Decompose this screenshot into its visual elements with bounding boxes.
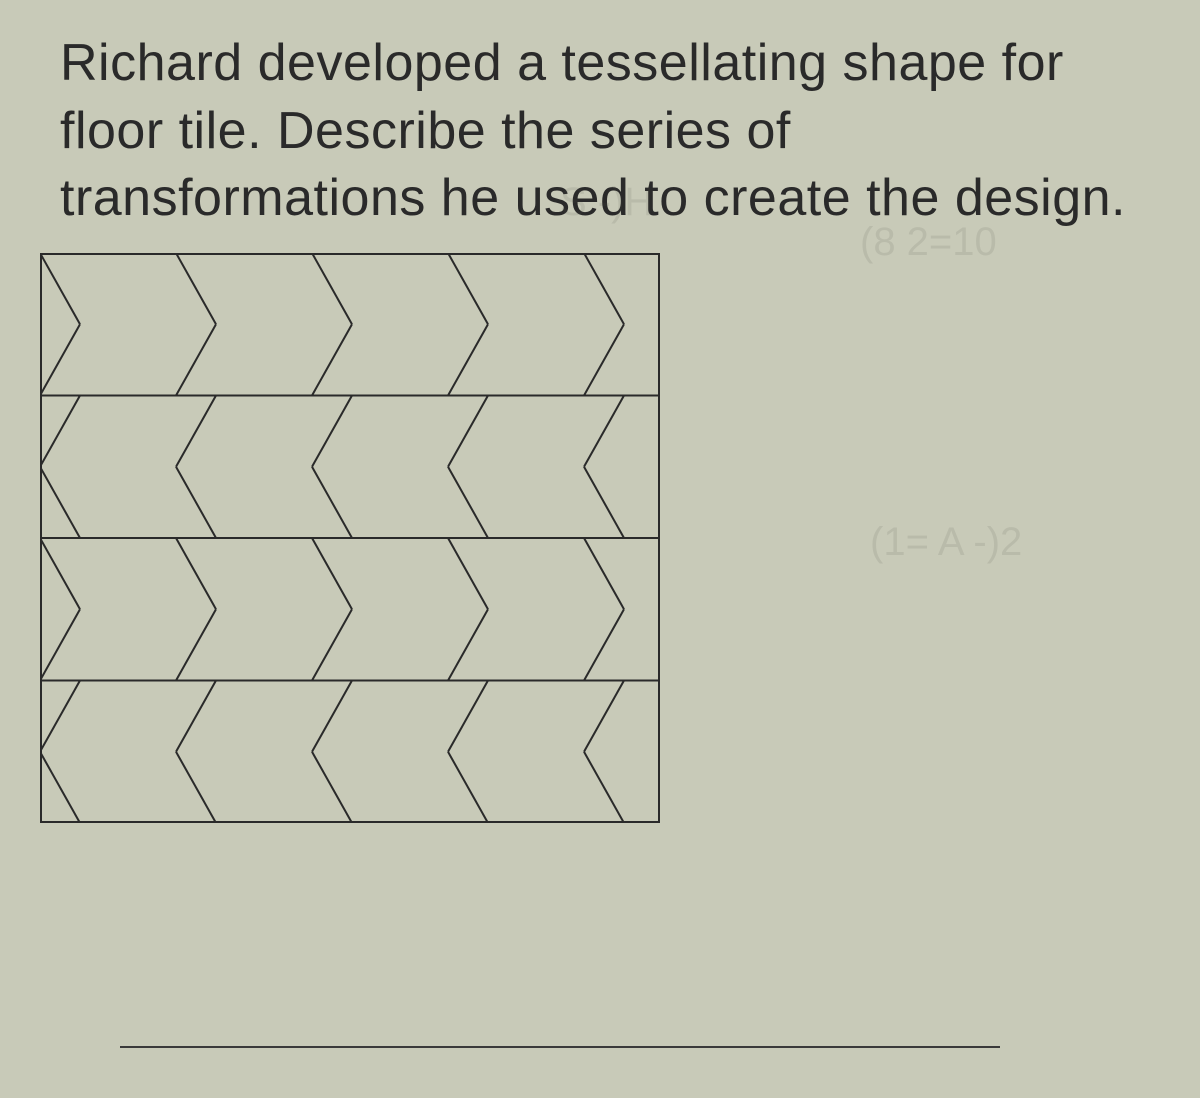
diagram-line [176,467,216,538]
diagram-line [40,609,80,680]
diagram-line [312,253,352,324]
tessellation-svg [40,253,660,823]
diagram-line [448,538,488,609]
diagram-line [176,609,216,680]
diagram-line [584,609,624,680]
diagram-line [448,609,488,680]
diagram-line [584,253,624,324]
answer-blank-line [120,1046,1000,1048]
diagram-line [312,538,352,609]
diagram-line [176,324,216,395]
diagram-line [584,538,624,609]
diagram-line [312,752,352,823]
diagram-line [40,253,80,324]
diagram-line [40,680,80,751]
diagram-line [584,680,624,751]
diagram-line [176,680,216,751]
diagram-line [312,324,352,395]
diagram-line [312,609,352,680]
diagram-line [40,324,80,395]
worksheet-page: Richard developed a tessellating shape f… [0,0,1200,1098]
diagram-line [448,467,488,538]
diagram-line [312,395,352,466]
diagram-line [312,680,352,751]
diagram-line [448,752,488,823]
diagram-line [584,752,624,823]
tessellation-diagram [40,253,1160,828]
diagram-line [176,395,216,466]
diagram-line [448,680,488,751]
diagram-line [448,395,488,466]
diagram-line [448,324,488,395]
diagram-line [176,253,216,324]
diagram-line [40,752,80,823]
diagram-line [40,395,80,466]
diagram-line [312,467,352,538]
diagram-line [40,538,80,609]
diagram-line [584,395,624,466]
diagram-line [584,467,624,538]
diagram-line [584,324,624,395]
question-text: Richard developed a tessellating shape f… [60,30,1160,233]
diagram-line [176,538,216,609]
diagram-line [40,467,80,538]
diagram-line [176,752,216,823]
diagram-line [448,253,488,324]
